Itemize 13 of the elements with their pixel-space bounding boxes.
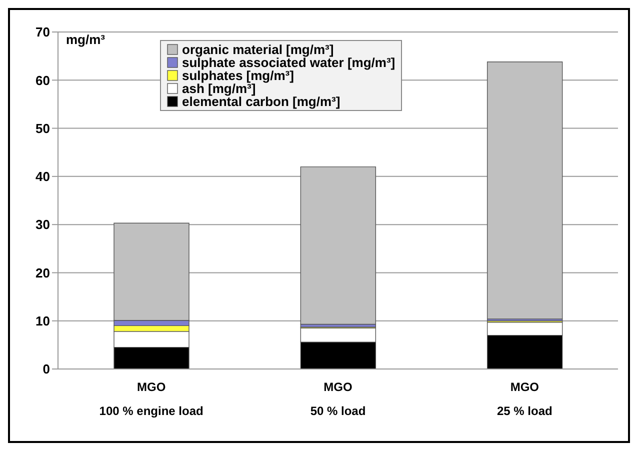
y-axis-title: mg/m³: [66, 32, 105, 47]
y-tick-label: 40: [36, 169, 50, 184]
x-tick-label: MGO 100 % engine load: [99, 380, 204, 418]
y-tick-label: 50: [36, 120, 50, 136]
y-tick-label: 70: [36, 24, 50, 40]
x-tick-label: MGO 50 % load: [310, 380, 366, 418]
y-tick-label: 0: [42, 362, 50, 377]
y-tick-label: 10: [36, 313, 50, 328]
y-tick-label: 30: [36, 217, 50, 232]
y-tick-label: 20: [36, 265, 50, 280]
y-tick-label: 60: [36, 72, 50, 88]
legend-label: organic material [mg/m³]: [182, 42, 334, 57]
x-tick-label: MGO 25 % load: [496, 380, 552, 418]
